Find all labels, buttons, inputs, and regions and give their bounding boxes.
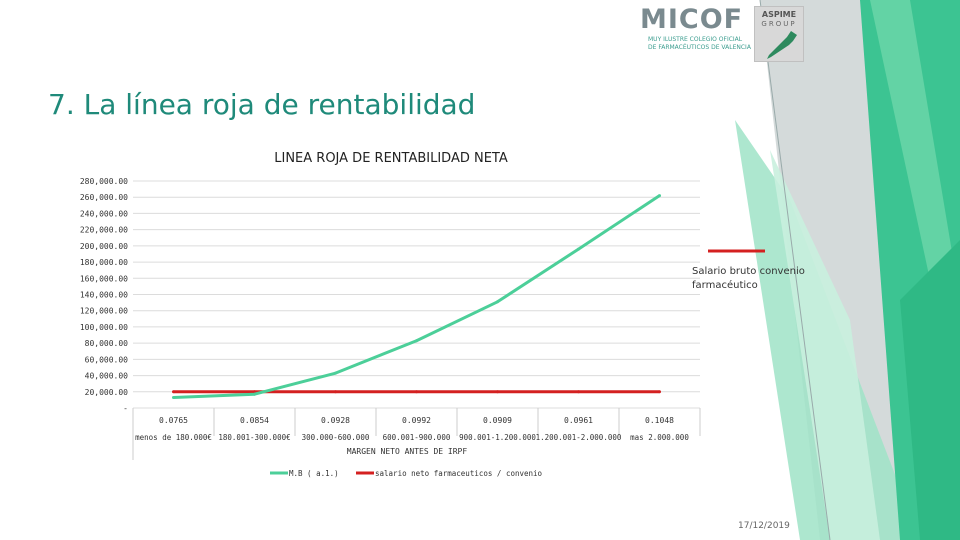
series-point-1 bbox=[658, 390, 661, 394]
category-label: mas 2.000.000 bbox=[630, 433, 689, 442]
series-point-0 bbox=[577, 247, 580, 251]
micof-subtitle-line2: DE FARMACÉUTICOS DE VALENCIA bbox=[648, 44, 751, 51]
side-legend-label-2: farmacéutico bbox=[692, 279, 758, 291]
series-point-1 bbox=[577, 390, 580, 394]
series-point-1 bbox=[496, 390, 499, 394]
y-tick-label: 80,000.00 bbox=[85, 339, 129, 348]
series-point-0 bbox=[415, 339, 418, 343]
category-label: 900.001-1.200.000 bbox=[459, 433, 536, 442]
chart-title: LINEA ROJA DE RENTABILIDAD NETA bbox=[274, 151, 508, 166]
x-axis-categories: 0.0765 menos de 180.000€ 0.0854 180.001-300… bbox=[132, 408, 701, 460]
category-label: 180.001-300.000€ bbox=[218, 433, 290, 442]
series-line-0 bbox=[173, 194, 661, 399]
series-point-1 bbox=[415, 390, 418, 394]
legend-label: M.B ( a.1.) bbox=[289, 469, 339, 478]
category-label: menos de 180.000€ bbox=[135, 433, 212, 442]
micof-subtitle-line1: MUY ILUSTRE COLEGIO OFICIAL bbox=[648, 36, 743, 43]
grid bbox=[133, 180, 700, 409]
category-value-label: 0.0909 bbox=[483, 416, 512, 425]
series-point-0 bbox=[172, 395, 175, 399]
category-value-label: 0.1048 bbox=[645, 416, 674, 425]
y-tick-label: 140,000.00 bbox=[80, 291, 128, 300]
micof-logo-word: MICOF bbox=[640, 4, 744, 35]
category-label: 1.200.001-2.000.000 bbox=[536, 433, 622, 442]
y-tick-label: 60,000.00 bbox=[85, 355, 129, 364]
y-tick-label: 100,000.00 bbox=[80, 323, 128, 332]
valencia-map-icon bbox=[767, 31, 797, 59]
deco-shape-green-3 bbox=[900, 240, 960, 540]
category-value-label: 0.0928 bbox=[321, 416, 350, 425]
slide-date: 17/12/2019 bbox=[738, 521, 790, 531]
y-tick-label: 180,000.00 bbox=[80, 258, 128, 267]
y-tick-label: 240,000.00 bbox=[80, 209, 128, 218]
series-point-0 bbox=[253, 392, 256, 396]
y-axis-ticks: - 20,000.00 40,000.00 60,000.00 80,000.00 100… bbox=[80, 177, 128, 413]
rentabilidad-chart: LINEA ROJA DE RENTABILIDAD NETA - 20,000.… bbox=[80, 151, 805, 478]
side-legend: Salario bruto convenio farmacéutico bbox=[692, 249, 805, 291]
deco-shape-gray bbox=[760, 0, 930, 540]
category-label: 600.001-900.000 bbox=[383, 433, 451, 442]
series-point-0 bbox=[334, 371, 337, 375]
y-tick-label: 280,000.00 bbox=[80, 177, 128, 186]
category-value-label: 0.0992 bbox=[402, 416, 431, 425]
micof-logo-subtitle: MUY ILUSTRE COLEGIO OFICIAL DE FARMACÉUT… bbox=[648, 36, 751, 52]
aspime-logo-group: GROUP bbox=[761, 20, 797, 28]
y-tick-label: 160,000.00 bbox=[80, 274, 128, 283]
series-point-1 bbox=[334, 390, 337, 394]
y-tick-label: 200,000.00 bbox=[80, 242, 128, 251]
category-label: 300.000-600.000 bbox=[302, 433, 370, 442]
category-value-label: 0.0765 bbox=[159, 416, 188, 425]
series-point-0 bbox=[658, 194, 661, 198]
legend: M.B ( a.1.) salario neto farmaceuticos / … bbox=[270, 469, 543, 478]
aspime-logo: ASPIME GROUP bbox=[754, 6, 804, 62]
y-tick-label: 260,000.00 bbox=[80, 193, 128, 202]
x-axis-label: MARGEN NETO ANTES DE IRPF bbox=[347, 447, 468, 456]
deco-line bbox=[759, 0, 831, 540]
y-tick-label: 120,000.00 bbox=[80, 307, 128, 316]
legend-label: salario neto farmaceuticos / convenio bbox=[375, 469, 543, 478]
side-legend-label-1: Salario bruto convenio bbox=[692, 266, 805, 277]
category-value-label: 0.0961 bbox=[564, 416, 593, 425]
micof-logo: MICOF MUY ILUSTRE COLEGIO OFICIAL DE FAR… bbox=[640, 4, 751, 56]
series-point-1 bbox=[172, 390, 175, 394]
slide-title: 7. La línea roja de rentabilidad bbox=[48, 88, 476, 121]
category-value-label: 0.0854 bbox=[240, 416, 269, 425]
y-tick-label: - bbox=[123, 404, 128, 413]
series bbox=[172, 194, 661, 399]
series-point-0 bbox=[496, 300, 499, 304]
y-tick-label: 40,000.00 bbox=[85, 372, 129, 381]
y-tick-label: 220,000.00 bbox=[80, 226, 128, 235]
deco-shape-light bbox=[770, 150, 880, 540]
y-tick-label: 20,000.00 bbox=[85, 388, 129, 397]
aspime-logo-word: ASPIME bbox=[761, 10, 797, 19]
